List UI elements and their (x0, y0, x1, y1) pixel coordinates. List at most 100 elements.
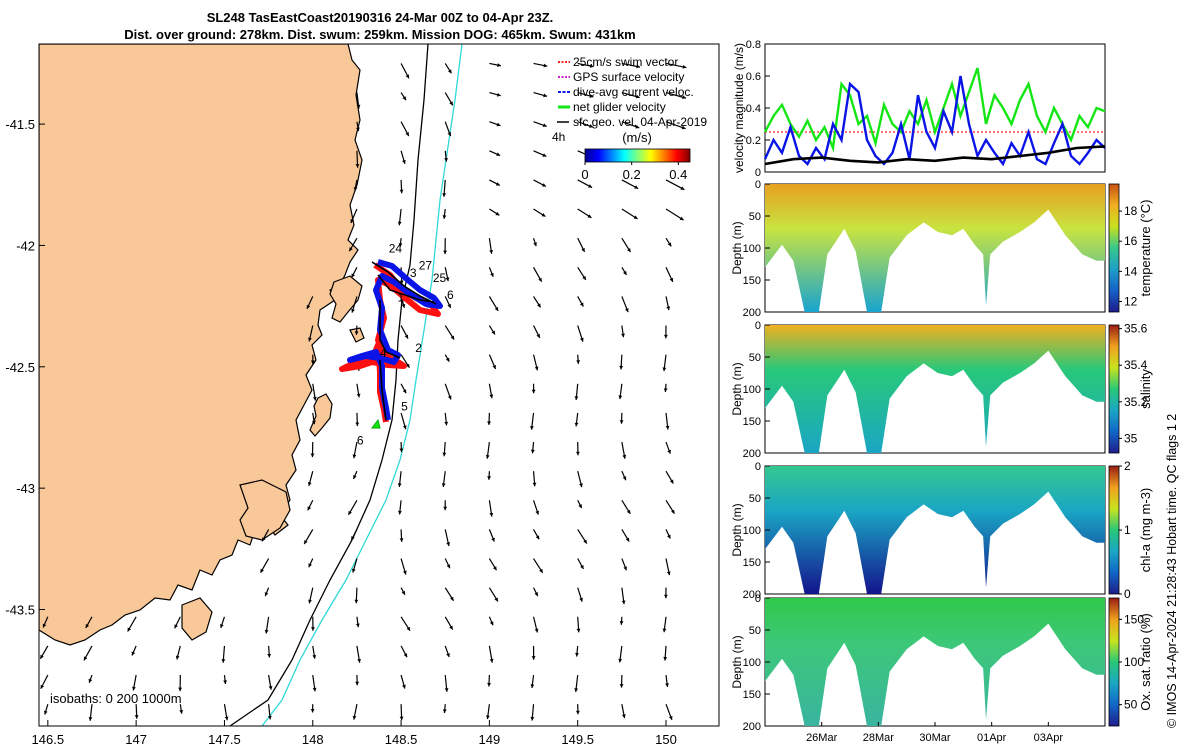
velocity-vector-head (405, 74, 410, 79)
velocity-vector-head (487, 682, 491, 687)
velocity-vector-head (40, 654, 44, 659)
day-label: 1 (398, 290, 405, 304)
velocity-vector-head (662, 628, 667, 633)
velocity-vector-head (447, 132, 452, 137)
velocity-vector-head (399, 716, 404, 721)
velocity-vector-head (537, 303, 541, 308)
velocity-vector-head (682, 64, 687, 69)
velocity-vector-head (312, 654, 317, 659)
velocity-vector-head (622, 476, 627, 481)
colorbar-tick-label: 35.4 (1124, 358, 1148, 372)
velocity-vector-head (669, 479, 674, 484)
velocity-vector-head (445, 357, 450, 362)
speed-colorbar-ticks: 0 0.2 0.4 (581, 162, 687, 182)
velocity-vector-head (668, 715, 673, 720)
velocity-vector-head (486, 715, 490, 720)
section-ylabel: Depth (m) (730, 635, 744, 688)
velocity-axes: 0 0.2 0.4 0.6 0.8 (746, 39, 770, 179)
velocity-ytick-label: 0.8 (746, 39, 761, 51)
section-fill (765, 184, 1105, 312)
velocity-vector-head (535, 510, 540, 515)
velocity-vector-head (575, 451, 580, 456)
velocity-vector-head (574, 688, 579, 692)
chart-title-line1: SL248 TasEastCoast20190316 24-Mar 00Z to… (206, 10, 554, 25)
map-ytick-label: -42.5 (5, 360, 35, 375)
velocity-vector-head (667, 449, 671, 454)
legend-current-velocity: dive-avg current veloc. (573, 85, 694, 99)
velocity-vector-head (223, 680, 227, 685)
freycinet-peninsula (329, 275, 363, 323)
velocity-vector-head (352, 715, 357, 720)
velocity-vector-head (449, 101, 453, 106)
velocity-vector-head (666, 306, 671, 311)
vector-timestamp: 4h (552, 130, 565, 144)
velocity-vector-head (495, 211, 500, 216)
velocity-vector-head (662, 367, 667, 372)
velocity-vector-head (402, 96, 407, 101)
velocity-vector-head (397, 483, 402, 487)
velocity-vector-head (574, 422, 579, 427)
velocity-vector-head (442, 215, 447, 219)
velocity-vector-head (574, 396, 579, 400)
velocity-vector-head (681, 125, 686, 130)
velocity-vector-head (530, 684, 535, 689)
map-ytick-label: -41.5 (5, 117, 35, 132)
velocity-vector-head (494, 597, 498, 602)
velocity-vector-head (543, 93, 548, 98)
velocity-vector-head (398, 243, 403, 247)
velocity-frame (764, 43, 1106, 173)
velocity-vector-head (576, 628, 581, 633)
section-fill (765, 598, 1105, 726)
velocity-vector-head (308, 563, 312, 568)
section-colorbar-label: chl-a (mg m-3) (1138, 488, 1153, 573)
velocity-vector-head (405, 363, 410, 368)
velocity-vector-head (348, 510, 352, 515)
velocity-vector-head (623, 566, 627, 571)
velocity-vector-head (622, 454, 627, 459)
map-xtick-label: 147 (125, 732, 147, 747)
velocity-series-line (764, 145, 1106, 166)
colorbar-tick-label: 1 (1124, 523, 1131, 537)
velocity-vector-head (43, 710, 48, 715)
day-label: 27 (419, 259, 433, 273)
section-ytick-label: 150 (743, 689, 761, 701)
velocity-vector-head (179, 709, 184, 714)
velocity-vector-head (405, 132, 409, 137)
map-axes: 146.5 147 147.5 148 148.5 149 149.5 150-41.5-42… (5, 117, 677, 747)
section-ytick-label: 0 (755, 320, 761, 332)
velocity-vector-head (351, 536, 355, 541)
section-xtick-label: 26Mar (806, 732, 838, 744)
velocity-vector-head (579, 597, 583, 602)
velocity-vector-head (542, 153, 547, 157)
velocity-vector-head (496, 122, 501, 127)
velocity-vector-head (311, 627, 315, 631)
colorbar-tick-label: 14 (1124, 264, 1138, 278)
velocity-vector-head (670, 509, 675, 514)
velocity-vector-head (443, 250, 448, 255)
velocity-vector-head (491, 537, 495, 542)
velocity-vector-head (307, 481, 312, 486)
section-xtick-label: 30Mar (919, 732, 951, 744)
velocity-ytick-label: 0.2 (746, 135, 761, 147)
section-ytick-label: 200 (743, 448, 761, 460)
velocity-ytick-label: 0.6 (746, 71, 761, 83)
velocity-vector-head (444, 688, 449, 692)
velocity-vector-head (447, 303, 451, 308)
velocity-vector-head (398, 510, 402, 515)
velocity-vector-head (442, 709, 447, 714)
velocity-vector-head (441, 483, 446, 487)
imos-credit-svg: © IMOS 14-Apr-2024 21:28:43 Hobart time.… (1165, 414, 1179, 728)
velocity-vector-head (543, 63, 548, 68)
speed-colorbar-tick-label: 0.4 (669, 167, 687, 182)
velocity-vector-head (575, 652, 579, 657)
chart-title-line2: Dist. over ground: 278km. Dist. swum: 25… (124, 27, 636, 42)
velocity-vector-head (634, 185, 639, 189)
day-label: 6 (447, 288, 454, 302)
velocity-vector-head (580, 337, 584, 342)
velocity-vector-head (680, 186, 685, 190)
velocity-vector-head (682, 95, 687, 100)
section-ytick-label: 50 (749, 493, 761, 505)
velocity-vector-head (260, 568, 264, 573)
